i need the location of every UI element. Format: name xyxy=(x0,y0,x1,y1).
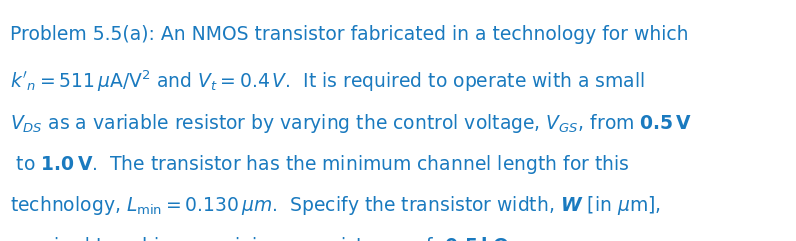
Text: required to achieve a minimum resistance of  $\mathbf{0.5\,k\Omega}$.: required to achieve a minimum resistance… xyxy=(10,235,515,241)
Text: $k'_n = 511\,\mu\mathrm{A/V^2}$ and $V_t = 0.4\,V$.  It is required to operate w: $k'_n = 511\,\mu\mathrm{A/V^2}$ and $V_t… xyxy=(10,69,646,94)
Text: technology, $L_{\mathrm{min}} = 0.130\,\mu m$.  Specify the transistor width, $\: technology, $L_{\mathrm{min}} = 0.130\,\… xyxy=(10,194,661,217)
Text: $V_{DS}$ as a variable resistor by varying the control voltage, $V_{GS}$, from $: $V_{DS}$ as a variable resistor by varyi… xyxy=(10,112,693,135)
Text: to $\mathbf{1.0\,V}$.  The transistor has the minimum channel length for this: to $\mathbf{1.0\,V}$. The transistor has… xyxy=(10,153,630,176)
Text: Problem 5.5(a): An NMOS transistor fabricated in a technology for which: Problem 5.5(a): An NMOS transistor fabri… xyxy=(10,25,689,44)
